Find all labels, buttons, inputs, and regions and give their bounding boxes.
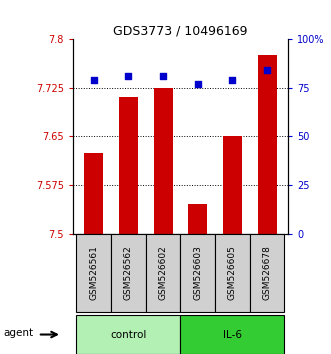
Bar bbox=[180, 315, 285, 354]
Point bbox=[126, 73, 131, 79]
Point bbox=[91, 77, 96, 82]
Text: agent: agent bbox=[4, 327, 34, 338]
Bar bbox=[250, 234, 285, 312]
Point bbox=[230, 77, 235, 82]
Point bbox=[264, 67, 270, 73]
Bar bbox=[258, 55, 277, 234]
Bar bbox=[154, 87, 172, 234]
Text: GSM526562: GSM526562 bbox=[124, 245, 133, 300]
Bar bbox=[223, 136, 242, 234]
Text: GSM526561: GSM526561 bbox=[89, 245, 98, 300]
Bar bbox=[180, 234, 215, 312]
Text: IL-6: IL-6 bbox=[223, 330, 242, 339]
Point bbox=[161, 73, 166, 79]
Text: GSM526602: GSM526602 bbox=[159, 245, 167, 300]
Bar bbox=[188, 204, 207, 234]
Bar bbox=[76, 234, 111, 312]
Title: GDS3773 / 10496169: GDS3773 / 10496169 bbox=[113, 25, 248, 38]
Text: GSM526603: GSM526603 bbox=[193, 245, 202, 300]
Bar bbox=[84, 153, 103, 234]
Bar bbox=[111, 234, 146, 312]
Text: GSM526605: GSM526605 bbox=[228, 245, 237, 300]
Text: control: control bbox=[110, 330, 147, 339]
Bar bbox=[146, 234, 180, 312]
Bar bbox=[215, 234, 250, 312]
Bar bbox=[76, 315, 180, 354]
Point bbox=[195, 81, 200, 86]
Text: GSM526678: GSM526678 bbox=[263, 245, 272, 300]
Bar bbox=[119, 97, 138, 234]
